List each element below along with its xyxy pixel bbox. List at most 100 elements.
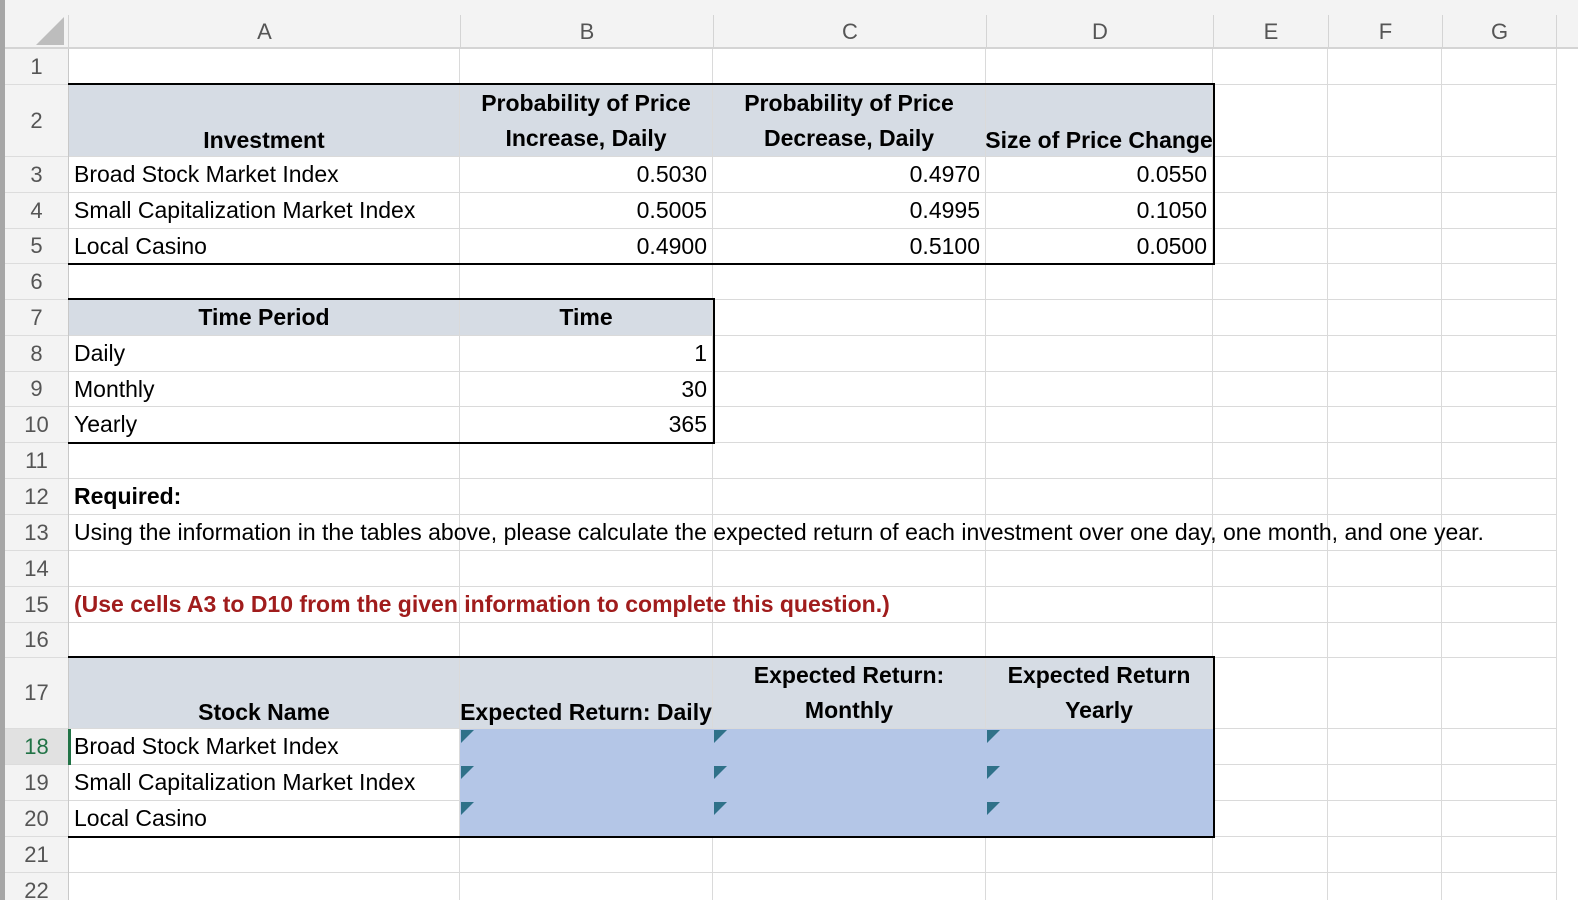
cell-c3[interactable]: 0.4970 — [713, 157, 986, 193]
empty-cell[interactable] — [1213, 551, 1328, 587]
cell-b3[interactable]: 0.5030 — [460, 157, 713, 193]
empty-cell[interactable] — [460, 873, 713, 900]
column-header-f[interactable]: F — [1328, 15, 1442, 49]
cell-b8[interactable]: 1 — [460, 336, 713, 372]
row-header-16[interactable]: 16 — [5, 623, 68, 658]
cell-b2-prob-increase-header[interactable]: Probability of Price Increase, Daily — [460, 85, 713, 157]
row-header-5[interactable]: 5 — [5, 229, 68, 264]
cell-a9[interactable]: Monthly — [69, 372, 460, 407]
empty-cell[interactable] — [1442, 49, 1557, 85]
cell-c4[interactable]: 0.4995 — [713, 193, 986, 229]
empty-cell[interactable] — [1328, 300, 1442, 336]
empty-cell[interactable] — [1328, 336, 1442, 372]
empty-cell[interactable] — [1328, 193, 1442, 229]
empty-cell[interactable] — [986, 300, 1213, 336]
cell-a8[interactable]: Daily — [69, 336, 460, 372]
row-header-8[interactable]: 8 — [5, 336, 68, 372]
column-header-b[interactable]: B — [460, 15, 713, 49]
empty-cell[interactable] — [986, 336, 1213, 372]
empty-cell[interactable] — [1442, 658, 1557, 729]
cell-a20[interactable]: Local Casino — [69, 801, 460, 837]
row-header-3[interactable]: 3 — [5, 157, 68, 193]
cell-a5[interactable]: Local Casino — [69, 229, 460, 264]
cell-a2-investment-header[interactable]: Investment — [69, 85, 460, 157]
empty-cell[interactable] — [713, 873, 986, 900]
empty-cell[interactable] — [1328, 443, 1442, 479]
cell-c2-prob-decrease-header[interactable]: Probability of Price Decrease, Daily — [713, 85, 986, 157]
empty-cell[interactable] — [986, 407, 1213, 443]
empty-cell[interactable] — [986, 443, 1213, 479]
empty-cell[interactable] — [1328, 157, 1442, 193]
empty-cell[interactable] — [713, 407, 986, 443]
empty-cell[interactable] — [1442, 765, 1557, 801]
row-header-10[interactable]: 10 — [5, 407, 68, 443]
empty-cell[interactable] — [1328, 49, 1442, 85]
cell-a18[interactable]: Broad Stock Market Index — [69, 729, 460, 765]
empty-cell[interactable] — [1213, 873, 1328, 900]
empty-cell[interactable] — [460, 264, 713, 300]
select-all-button[interactable] — [5, 0, 68, 49]
row-header-20[interactable]: 20 — [5, 801, 68, 837]
empty-cell[interactable] — [1328, 623, 1442, 658]
empty-cell[interactable] — [1213, 623, 1328, 658]
empty-cell[interactable] — [1213, 801, 1328, 837]
empty-cell[interactable] — [1328, 873, 1442, 900]
empty-cell[interactable] — [1442, 479, 1557, 515]
empty-cell[interactable] — [1213, 407, 1328, 443]
cell-b9[interactable]: 30 — [460, 372, 713, 407]
empty-cell[interactable] — [713, 551, 986, 587]
empty-cell[interactable] — [1213, 765, 1328, 801]
empty-cell[interactable] — [1328, 765, 1442, 801]
empty-cell[interactable] — [1442, 623, 1557, 658]
row-header-2[interactable]: 2 — [5, 85, 68, 157]
empty-cell[interactable] — [460, 551, 713, 587]
cell-b19-daily-input[interactable] — [460, 765, 713, 801]
row-header-14[interactable]: 14 — [5, 551, 68, 587]
cell-d17-yearly-header[interactable]: Expected Return Yearly — [986, 658, 1213, 729]
empty-cell[interactable] — [1442, 801, 1557, 837]
cell-a10[interactable]: Yearly — [69, 407, 460, 443]
cell-d2-size-change-header[interactable]: Size of Price Change — [985, 85, 1213, 157]
cell-c19-monthly-input[interactable] — [713, 765, 986, 801]
empty-cell[interactable] — [69, 551, 460, 587]
cell-a3[interactable]: Broad Stock Market Index — [69, 157, 460, 193]
cell-a17-stock-name-header[interactable]: Stock Name — [69, 658, 460, 729]
column-header-g[interactable]: G — [1442, 15, 1557, 49]
cell-b5[interactable]: 0.4900 — [460, 229, 713, 264]
cell-a19[interactable]: Small Capitalization Market Index — [69, 765, 460, 801]
empty-cell[interactable] — [713, 372, 986, 407]
column-header-d[interactable]: D — [986, 15, 1213, 49]
empty-cell[interactable] — [1328, 587, 1442, 623]
row-header-6[interactable]: 6 — [5, 264, 68, 300]
empty-cell[interactable] — [713, 49, 986, 85]
empty-cell[interactable] — [1442, 551, 1557, 587]
row-header-12[interactable]: 12 — [5, 479, 68, 515]
empty-cell[interactable] — [1328, 837, 1442, 873]
cell-b20-daily-input[interactable] — [460, 801, 713, 837]
empty-cell[interactable] — [1442, 443, 1557, 479]
empty-cell[interactable] — [1442, 729, 1557, 765]
cell-c18-monthly-input[interactable] — [713, 729, 986, 765]
row-header-19[interactable]: 19 — [5, 765, 68, 801]
empty-cell[interactable] — [1328, 229, 1442, 264]
row-header-15[interactable]: 15 — [5, 587, 68, 623]
cell-d5[interactable]: 0.0500 — [986, 229, 1213, 264]
empty-cell[interactable] — [69, 49, 460, 85]
row-header-21[interactable]: 21 — [5, 837, 68, 873]
empty-cell[interactable] — [1213, 729, 1328, 765]
cell-b17-daily-header[interactable]: Expected Return: Daily — [460, 658, 713, 729]
empty-cell[interactable] — [460, 623, 713, 658]
empty-cell[interactable] — [986, 49, 1213, 85]
cell-d3[interactable]: 0.0550 — [986, 157, 1213, 193]
row-header-1[interactable]: 1 — [5, 49, 68, 85]
empty-cell[interactable] — [1442, 372, 1557, 407]
empty-cell[interactable] — [1213, 658, 1328, 729]
cell-d18-yearly-input[interactable] — [986, 729, 1213, 765]
empty-cell[interactable] — [1213, 443, 1328, 479]
empty-cell[interactable] — [986, 623, 1213, 658]
empty-cell[interactable] — [1213, 193, 1328, 229]
empty-cell[interactable] — [460, 479, 713, 515]
column-header-e[interactable]: E — [1213, 15, 1328, 49]
empty-cell[interactable] — [986, 479, 1213, 515]
empty-cell[interactable] — [713, 837, 986, 873]
